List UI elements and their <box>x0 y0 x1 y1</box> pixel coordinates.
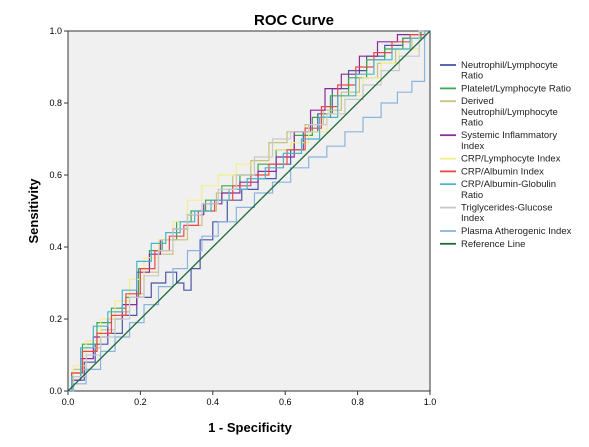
legend-item: Reference Line <box>440 239 525 250</box>
x-tick-label: 0.6 <box>279 397 292 407</box>
legend-label: Platelet/Lymphocyte Ratio <box>461 83 571 94</box>
x-tick-label: 0.2 <box>134 397 147 407</box>
legend-label: Reference Line <box>461 239 525 250</box>
legend-label: Neutrophil/Lymphocyte <box>461 60 558 71</box>
legend-item: Plasma Atherogenic Index <box>440 226 572 237</box>
series-lines <box>67 30 431 392</box>
legend-label: Plasma Atherogenic Index <box>461 226 572 237</box>
x-tick-label: 0.0 <box>62 397 75 407</box>
y-tick-label: 1.0 <box>49 26 62 36</box>
legend-label: Index <box>461 141 484 152</box>
legend-label: Neutrophil/Lymphocyte <box>461 107 558 118</box>
series-line-7 <box>68 30 430 392</box>
x-axis-label: 1 - Specificity <box>208 420 293 435</box>
y-tick-label: 0.8 <box>49 98 62 108</box>
axis-ticks: 0.0 0.2 0.4 0.6 0.8 1.0 0.0 0.2 0.4 0.6 0.8 1.0 <box>49 26 436 407</box>
legend-label: Derived <box>461 96 494 107</box>
x-tick-label: 1.0 <box>424 397 437 407</box>
legend-item: CRP/Lymphocyte Index <box>440 154 561 165</box>
chart-title: ROC Curve <box>254 12 334 29</box>
legend-item: CRP/Albumin Index <box>440 166 544 177</box>
legend-label: Triglycerides-Glucose <box>461 203 553 214</box>
legend-label: Systemic Inflammatory <box>461 130 557 141</box>
y-tick-label: 0.2 <box>49 314 62 324</box>
series-line-9 <box>67 30 431 392</box>
series-line-8 <box>68 30 430 392</box>
y-tick-label: 0.0 <box>49 386 62 396</box>
legend-label: CRP/Lymphocyte Index <box>461 154 561 165</box>
series-line-5 <box>68 30 430 392</box>
x-tick-label: 0.4 <box>207 397 220 407</box>
y-axis-label: Sensitivity <box>26 178 41 244</box>
legend-item: Platelet/Lymphocyte Ratio <box>440 83 571 94</box>
y-tick-label: 0.6 <box>49 170 62 180</box>
series-line-6 <box>68 30 430 392</box>
legend-label: Ratio <box>461 117 483 128</box>
legend: Neutrophil/LymphocyteRatioPlatelet/Lymph… <box>440 60 572 250</box>
legend-label: CRP/Albumin Index <box>461 166 544 177</box>
legend-label: CRP/Albumin-Globulin <box>461 179 556 190</box>
y-tick-label: 0.4 <box>49 242 62 252</box>
legend-label: Ratio <box>461 190 483 201</box>
x-tick-label: 0.8 <box>351 397 364 407</box>
legend-label: Ratio <box>461 71 483 82</box>
legend-label: Index <box>461 213 484 224</box>
